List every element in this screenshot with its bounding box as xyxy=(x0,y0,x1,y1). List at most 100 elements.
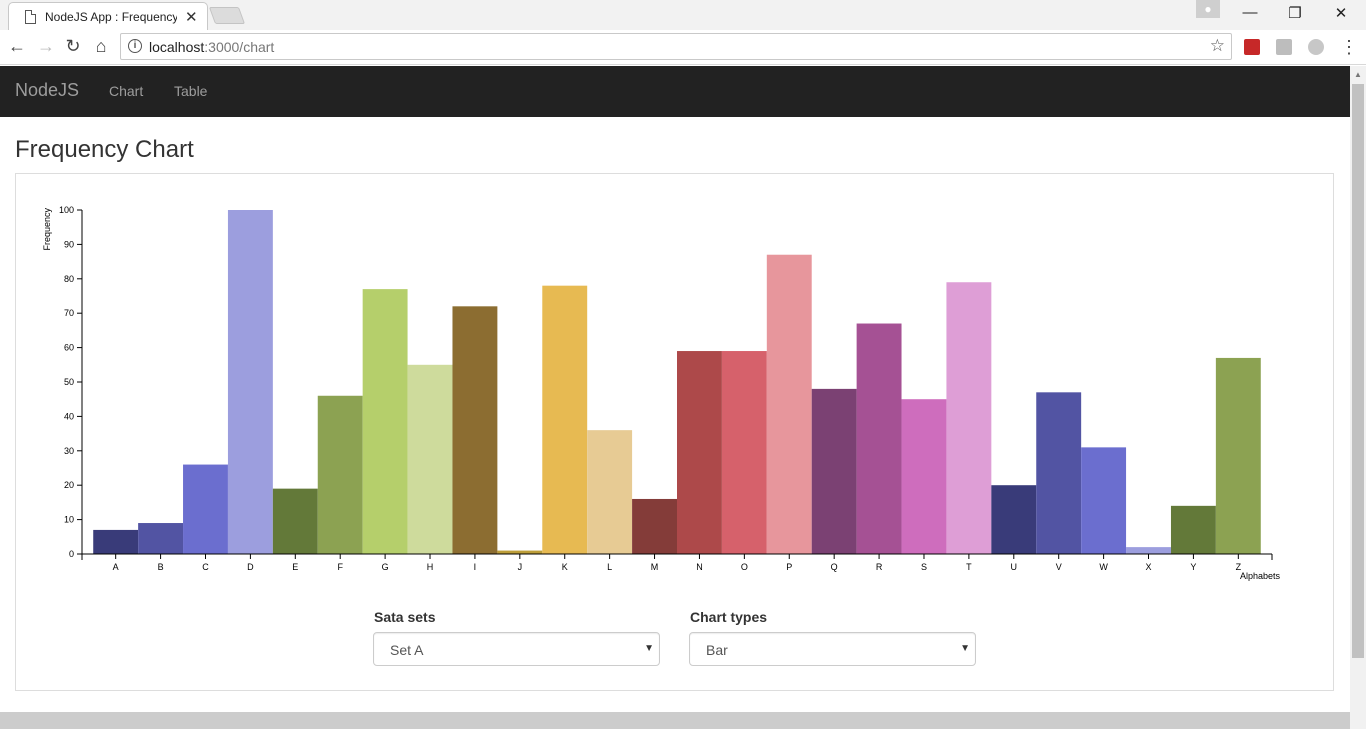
bar-D xyxy=(227,210,273,554)
y-tick-label: 10 xyxy=(64,515,74,525)
new-tab-button[interactable] xyxy=(208,7,246,24)
x-tick-label: W xyxy=(1099,562,1108,572)
bar-Y xyxy=(1170,505,1216,554)
url-text: localhost:3000/chart xyxy=(149,39,274,55)
x-tick-label: Z xyxy=(1236,562,1242,572)
y-tick-label: 20 xyxy=(64,480,74,490)
document-icon xyxy=(25,10,36,24)
bar-M xyxy=(632,498,677,554)
restore-button[interactable]: ❐ xyxy=(1288,5,1302,22)
y-tick-label: 50 xyxy=(64,377,74,387)
x-tick-label: V xyxy=(1056,562,1062,572)
y-tick-label: 40 xyxy=(64,411,74,421)
browser-tabstrip: NodeJS App : Frequency ✕ ● — ❐ ✕ xyxy=(0,0,1366,30)
bookmark-star-icon[interactable]: ☆ xyxy=(1209,36,1225,55)
chart-types-selected-value: Bar xyxy=(706,642,728,658)
home-icon[interactable]: ⌂ xyxy=(95,36,107,56)
x-tick-label: T xyxy=(966,562,972,572)
bar-K xyxy=(542,285,588,554)
y-tick-label: 0 xyxy=(69,549,74,559)
x-axis-label: Alphabets xyxy=(1240,571,1281,581)
bar-C xyxy=(183,464,228,554)
x-tick-label: D xyxy=(247,562,254,572)
info-icon[interactable]: i xyxy=(128,39,142,53)
user-profile-icon[interactable]: ● xyxy=(1196,0,1220,18)
bar-E xyxy=(272,488,318,554)
nav-link-chart[interactable]: Chart xyxy=(109,83,144,99)
minimize-button[interactable]: — xyxy=(1242,4,1258,21)
forward-icon[interactable]: → xyxy=(37,36,55,56)
x-tick-label: I xyxy=(474,562,477,572)
extension-settings-icon[interactable] xyxy=(1308,39,1324,55)
x-tick-label: B xyxy=(158,562,164,572)
x-tick-label: A xyxy=(113,562,119,572)
x-tick-label: K xyxy=(562,562,568,572)
bar-I xyxy=(452,306,498,554)
bar-A xyxy=(93,529,139,554)
y-tick-label: 80 xyxy=(64,274,74,284)
tab-title: NodeJS App : Frequency xyxy=(45,10,177,24)
bar-F xyxy=(317,395,363,554)
x-tick-label: J xyxy=(518,562,523,572)
navbar-brand[interactable]: NodeJS xyxy=(15,80,80,100)
frequency-chart: 0 10 20 30 40 50 60 70 80 90 100 Frequency A B C D E F G H I… xyxy=(42,205,1281,581)
bar-L xyxy=(587,430,633,554)
bar-O xyxy=(721,351,767,554)
x-tick-label: U xyxy=(1011,562,1018,572)
extension-pdf-icon[interactable] xyxy=(1276,39,1292,55)
x-tick-label: M xyxy=(651,562,659,572)
bar-V xyxy=(1036,392,1082,554)
bar-R xyxy=(856,323,902,554)
scroll-up-icon[interactable]: ▲ xyxy=(1354,70,1362,79)
navbar: NodeJS Chart Table xyxy=(0,66,1350,117)
x-tick-label: N xyxy=(696,562,703,572)
y-tick-label: 90 xyxy=(64,239,74,249)
bar-U xyxy=(991,485,1037,554)
x-tick-label: X xyxy=(1146,562,1152,572)
x-tick-label: Y xyxy=(1190,562,1196,572)
reload-icon[interactable]: ↻ xyxy=(65,36,81,56)
page-scrollbar[interactable]: ▲ xyxy=(1350,66,1366,729)
back-icon[interactable]: ← xyxy=(8,36,26,56)
y-tick-label: 100 xyxy=(59,205,74,215)
chart-types-select[interactable]: Bar ▼ xyxy=(689,632,976,666)
x-tick-label: L xyxy=(607,562,612,572)
scrollbar-thumb[interactable] xyxy=(1352,84,1364,658)
bar-S xyxy=(901,399,947,554)
y-tick-label: 60 xyxy=(64,343,74,353)
x-tick-label: S xyxy=(921,562,927,572)
x-tick-label: G xyxy=(382,562,389,572)
bar-N xyxy=(677,351,722,554)
chevron-down-icon: ▼ xyxy=(960,643,970,654)
page-title: Frequency Chart xyxy=(15,136,194,163)
bar-W xyxy=(1081,447,1127,554)
bar-T xyxy=(946,282,992,554)
bar-B xyxy=(138,523,184,554)
browser-menu-icon[interactable]: ⋮ xyxy=(1340,37,1358,57)
x-tick-label: R xyxy=(876,562,883,572)
y-axis-label: Frequency xyxy=(42,208,52,251)
tab-close-icon[interactable]: ✕ xyxy=(185,9,198,26)
footer-bar xyxy=(0,712,1350,729)
x-tick-label: F xyxy=(337,562,343,572)
bar-J xyxy=(497,550,543,554)
nav-link-table[interactable]: Table xyxy=(174,83,208,99)
bar-Z xyxy=(1215,357,1261,554)
chart-types-label: Chart types xyxy=(690,609,768,625)
x-tick-label: H xyxy=(427,562,434,572)
bar-P xyxy=(766,254,812,554)
url-path: :3000/chart xyxy=(204,39,275,55)
x-tick-label: O xyxy=(741,562,748,572)
datasets-select[interactable]: Set A ▼ xyxy=(373,632,660,666)
y-tick-label: 30 xyxy=(64,446,74,456)
bar-Q xyxy=(811,388,857,554)
x-tick-label: P xyxy=(786,562,792,572)
datasets-selected-value: Set A xyxy=(390,642,424,658)
browser-tab[interactable]: NodeJS App : Frequency ✕ xyxy=(8,2,208,30)
url-host: localhost xyxy=(149,39,205,55)
y-tick-label: 70 xyxy=(64,308,74,318)
url-input[interactable]: i localhost:3000/chart ☆ xyxy=(120,33,1232,60)
close-window-button[interactable]: ✕ xyxy=(1334,5,1348,22)
datasets-label: Sata sets xyxy=(374,609,436,625)
extension-red-icon[interactable] xyxy=(1244,39,1260,55)
